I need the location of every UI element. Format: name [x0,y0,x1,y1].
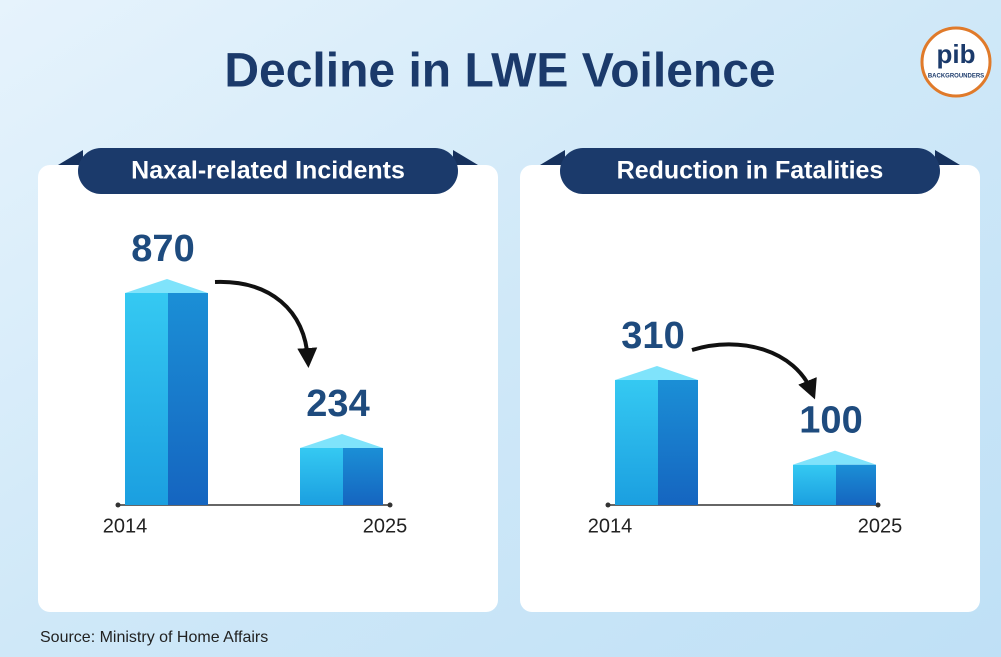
heading-pill [78,148,458,194]
source: Source: Ministry of Home Affairs [40,629,268,646]
panel [520,165,980,612]
value-label: 100 [799,400,862,442]
bar-side [836,464,876,505]
chart-title: Naxal-related Incidents [131,157,405,185]
x-tick-label: 2014 [588,515,633,537]
value-label: 310 [621,315,684,357]
page-title: Decline in LWE Voilence [224,45,775,98]
bar-side [343,447,383,505]
bar-top [300,433,383,448]
bar-top [615,366,698,380]
bar [793,464,836,505]
axis-dot [605,502,611,508]
bar-side [658,380,698,505]
arrow [214,279,318,368]
axis-dot [875,502,881,508]
bar-side [168,293,208,505]
axis-dot [115,502,121,508]
bar [300,447,343,505]
heading-pill [560,148,940,194]
x-tick-label: 2014 [103,515,148,537]
logo-text: pib [937,39,976,69]
value-label: 234 [306,383,369,425]
chart-title: Reduction in Fatalities [617,157,884,185]
axis-dot [387,502,393,508]
logo-circle [920,26,992,98]
bar-top [125,279,208,293]
logo-subtext: BACKGROUNDERS [928,74,984,80]
bar [615,380,658,505]
bar-top [793,450,876,465]
arrow [691,342,817,400]
bar [125,293,168,505]
x-tick-label: 2025 [363,515,408,537]
value-label: 870 [131,228,194,270]
panel [38,165,498,612]
x-tick-label: 2025 [858,515,903,537]
logo: pib BACKGROUNDERS [920,26,992,98]
